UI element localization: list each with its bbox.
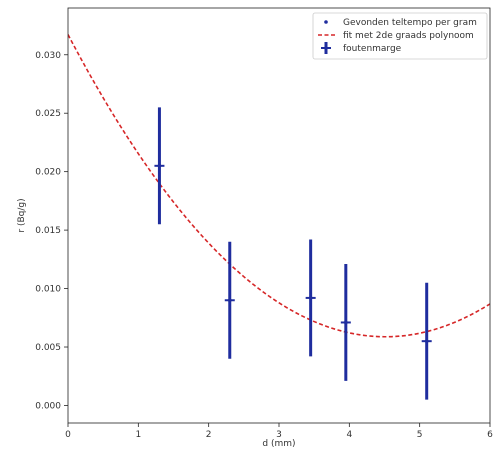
data-point [227,298,232,303]
y-tick-label: 0.020 [35,168,61,178]
x-tick-label: 5 [417,430,423,440]
axes: 0 1 2 3 4 5 6 0.000 0.005 0.010 0.015 0.020 0.025 0.0… [17,7,493,449]
y-tick-label: 0.000 [35,401,61,411]
legend-point-marker [324,20,328,24]
x-axis-label: d (mm) [262,439,295,449]
legend: Gevonden teltempo per gram fit met 2de gr… [312,12,488,60]
data-point [424,339,429,343]
y-tick-label: 0.010 [35,285,61,295]
data-point [308,296,313,300]
fit-line [68,34,490,338]
x-tick-label: 0 [65,430,71,440]
x-tick-label: 4 [346,430,352,440]
y-tick-label: 0.015 [35,226,61,236]
data-point [344,320,348,325]
legend-label-errorbars: foutenmarge [343,44,402,54]
x-tick-label: 2 [206,430,212,440]
y-tick-label: 0.025 [35,109,61,119]
legend-label-points: Gevonden teltempo per gram [343,18,477,28]
x-tick-label: 3 [276,430,282,440]
data-point [157,164,162,168]
legend-box [312,12,488,60]
x-tick-label: 1 [135,430,141,440]
plot-area [68,34,490,400]
x-tick-label: 6 [487,430,493,440]
y-axis-label: r (Bq/g) [17,198,27,232]
y-tick-label: 0.030 [35,51,61,61]
legend-label-fit: fit met 2de graads polynoom [343,31,474,41]
y-tick-label: 0.005 [35,343,61,353]
